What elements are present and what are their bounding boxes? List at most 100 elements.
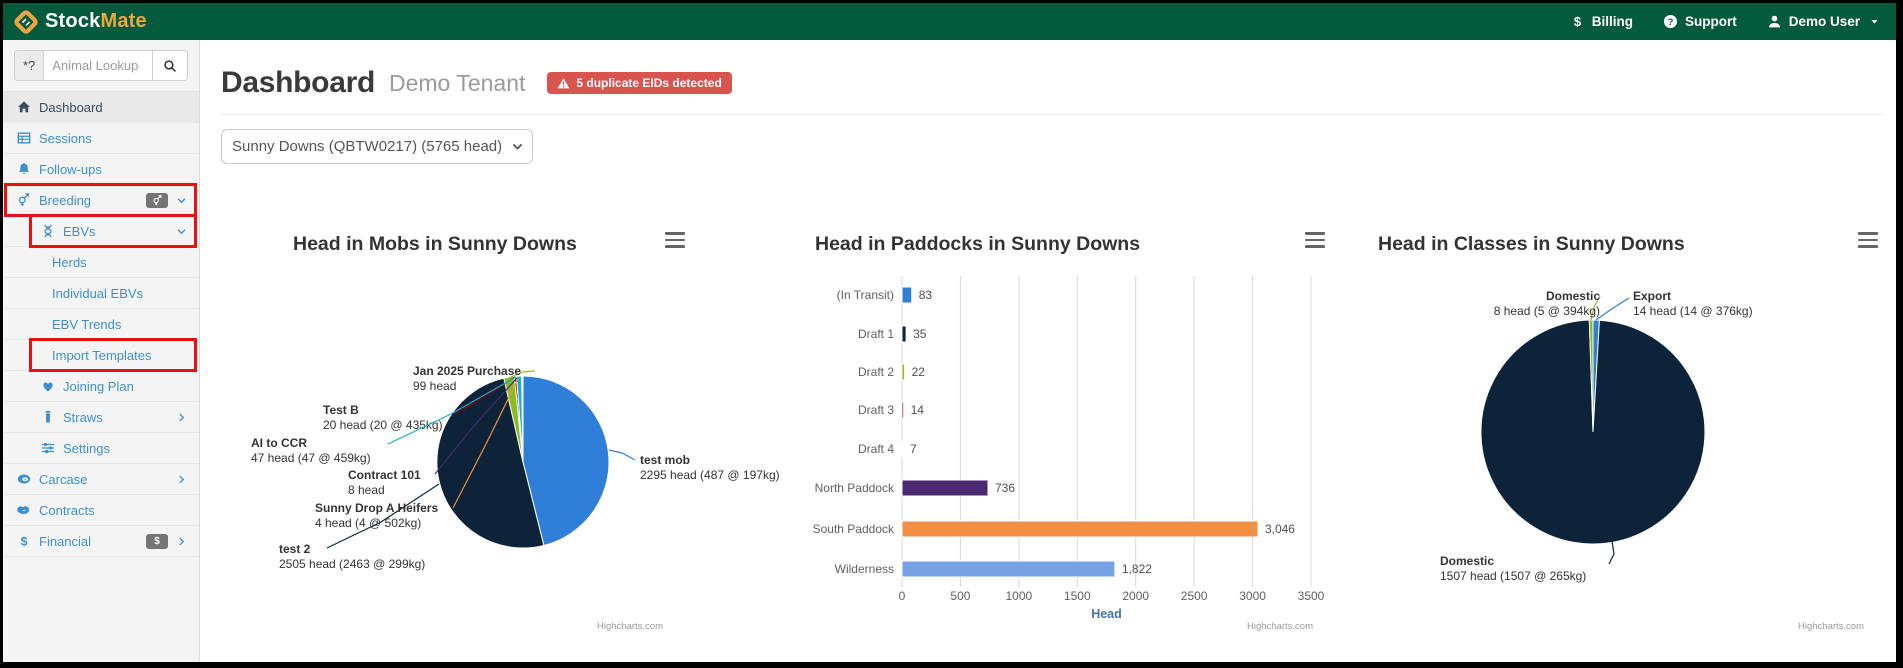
sidebar-item-label: Contracts	[39, 502, 95, 518]
caret-down-icon	[1869, 16, 1880, 27]
sidebar-item-label: Individual EBVs	[52, 285, 144, 301]
brand-logo[interactable]: StockMate	[13, 9, 147, 35]
billing-link[interactable]: $ Billing	[1570, 14, 1633, 29]
sidebar-item-herds[interactable]: Herds	[3, 247, 199, 278]
topbar: StockMate $ Billing ? Support Demo User	[3, 3, 1896, 40]
svg-text:20 head (20 @ 435kg): 20 head (20 @ 435kg)	[323, 418, 443, 432]
highcharts-credit[interactable]: Highcharts.com	[1247, 621, 1313, 632]
sidebar-item-follow-ups[interactable]: Follow-ups	[3, 154, 199, 185]
sidebar-item-label: Settings	[63, 440, 110, 456]
svg-text:South Paddock: South Paddock	[813, 522, 895, 536]
sidebar-item-joining-plan[interactable]: Joining Plan	[3, 371, 199, 402]
animal-lookup-input[interactable]	[44, 51, 152, 80]
chevron-right-icon	[176, 412, 187, 423]
venus-mars-icon	[152, 194, 163, 206]
svg-text:3,046: 3,046	[1265, 522, 1295, 536]
svg-text:3000: 3000	[1239, 589, 1266, 603]
svg-text:Draft 4: Draft 4	[858, 442, 894, 456]
table-icon	[16, 131, 32, 145]
svg-text:Draft 1: Draft 1	[858, 327, 894, 341]
sidebar-item-financial[interactable]: $ Financial $	[3, 526, 199, 557]
sliders-icon	[40, 441, 56, 455]
sidebar-item-label: Dashboard	[39, 99, 103, 115]
svg-text:AI to CCR: AI to CCR	[251, 436, 307, 450]
svg-text:2295 head (487 @ 197kg): 2295 head (487 @ 197kg)	[640, 468, 780, 482]
sidebar-item-sessions[interactable]: Sessions	[3, 123, 199, 154]
svg-text:Contract 101: Contract 101	[348, 468, 421, 482]
highcharts-credit[interactable]: Highcharts.com	[1798, 621, 1864, 632]
animal-lookup-search-button[interactable]	[152, 51, 187, 80]
sidebar-item-import-templates[interactable]: Import Templates	[3, 338, 199, 372]
svg-text:2000: 2000	[1122, 589, 1149, 603]
sidebar-item-label: Herds	[52, 254, 87, 270]
sidebar-item-breeding[interactable]: Breeding	[3, 183, 199, 217]
user-menu[interactable]: Demo User	[1767, 14, 1880, 29]
svg-text:Jan 2025 Purchase: Jan 2025 Purchase	[413, 364, 521, 378]
svg-text:736: 736	[995, 481, 1015, 495]
chart-context-menu-button[interactable]	[1858, 232, 1878, 248]
duplicate-eids-alert[interactable]: 5 duplicate EIDs detected	[547, 72, 732, 94]
svg-text:0: 0	[899, 589, 906, 603]
animal-lookup-group: *?	[14, 50, 188, 81]
svg-text:2500: 2500	[1181, 589, 1208, 603]
svg-text:Export: Export	[1633, 289, 1671, 303]
svg-text:Domestic: Domestic	[1546, 289, 1600, 303]
svg-text:$: $	[1574, 14, 1582, 29]
svg-text:1,822: 1,822	[1122, 562, 1152, 576]
svg-text:83: 83	[919, 288, 933, 302]
svg-text:1000: 1000	[1006, 589, 1033, 603]
sidebar-item-ebv-trends[interactable]: EBV Trends	[3, 309, 199, 340]
chart-title: Head in Mobs in Sunny Downs	[293, 233, 577, 255]
svg-text:Test B: Test B	[323, 403, 359, 417]
warning-triangle-icon	[557, 77, 570, 90]
chart-head-in-mobs: Head in Mobs in Sunny Downs test mob 2295…	[221, 222, 780, 658]
svg-text:North Paddock: North Paddock	[815, 481, 895, 495]
sidebar-item-carcase[interactable]: Carcase	[3, 464, 199, 495]
dollar-icon: $	[16, 534, 32, 548]
sidebar-item-label: Carcase	[39, 471, 88, 487]
sidebar-menu: Dashboard Sessions Follow-ups Breeding EBVs H…	[3, 91, 199, 557]
page-header: Dashboard Demo Tenant 5 duplicate EIDs d…	[221, 66, 1896, 100]
svg-text:1507 head (1507 @ 265kg): 1507 head (1507 @ 265kg)	[1440, 569, 1586, 583]
sidebar-item-contracts[interactable]: Contracts	[3, 495, 199, 526]
svg-text:$: $	[21, 534, 28, 548]
chevron-down-icon	[176, 195, 187, 206]
chart-context-menu-button[interactable]	[665, 232, 685, 248]
sidebar-item-individual-ebvs[interactable]: Individual EBVs	[3, 278, 199, 309]
property-select[interactable]: Sunny Downs (QBTW0217) (5765 head)	[221, 129, 533, 164]
sidebar-item-label: Sessions	[39, 130, 92, 146]
user-label: Demo User	[1788, 14, 1860, 29]
search-icon	[163, 59, 177, 73]
sidebar-item-ebvs[interactable]: EBVs	[3, 214, 199, 248]
bar-chart-svg: 0 500 1000 1500 2000 2500 3000 3500 (In Transit)…	[813, 276, 1325, 621]
venus-mars-icon	[16, 193, 32, 207]
chart-head-in-classes: Head in Classes in Sunny Downs Export 14 …	[1343, 222, 1896, 658]
sidebar-item-straws[interactable]: Straws	[3, 402, 199, 433]
svg-text:7: 7	[910, 442, 917, 456]
question-circle-icon: ?	[1663, 14, 1678, 29]
svg-text:Head: Head	[1091, 607, 1122, 621]
highcharts-credit[interactable]: Highcharts.com	[597, 621, 663, 632]
bell-icon	[16, 162, 32, 176]
lookup-addon: *?	[15, 51, 45, 80]
svg-text:2505 head (2463 @ 299kg): 2505 head (2463 @ 299kg)	[279, 557, 425, 571]
sidebar-item-label: Straws	[63, 409, 103, 425]
dollar-icon: $	[1570, 14, 1585, 29]
chevron-right-icon	[176, 474, 187, 485]
svg-text:Domestic: Domestic	[1440, 554, 1494, 568]
sidebar-item-label: Financial	[39, 533, 92, 549]
svg-text:500: 500	[950, 589, 970, 603]
support-label: Support	[1684, 14, 1737, 29]
meat-icon	[16, 472, 32, 486]
handshake-icon	[16, 503, 32, 517]
sidebar-item-settings[interactable]: Settings	[3, 433, 199, 464]
support-link[interactable]: ? Support	[1663, 14, 1737, 29]
chart-head-in-paddocks: Head in Paddocks in Sunny Downs 0 500 1000…	[703, 222, 1343, 658]
chart-context-menu-button[interactable]	[1305, 232, 1325, 248]
sidebar-item-dashboard[interactable]: Dashboard	[3, 92, 199, 123]
chevron-right-icon	[176, 536, 187, 547]
brand-name: StockMate	[45, 10, 147, 32]
